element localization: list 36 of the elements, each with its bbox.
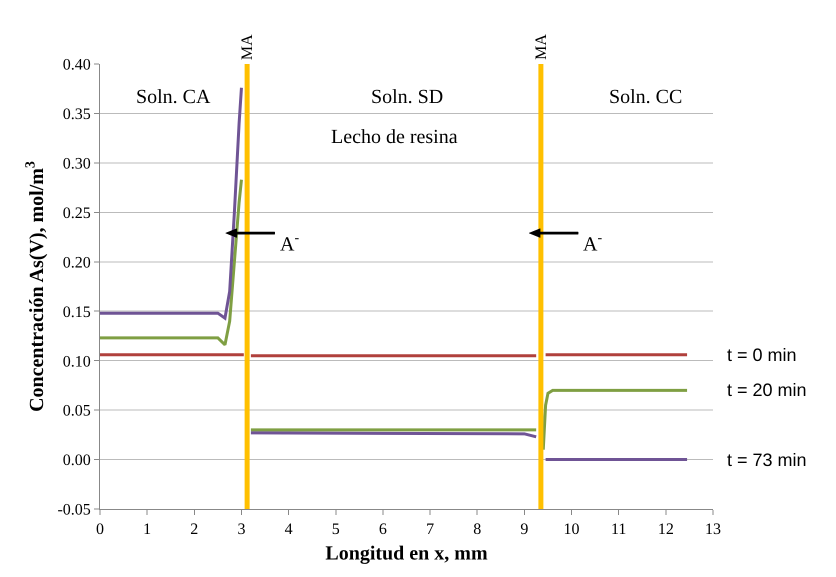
y-tick-label: 0.20 — [62, 254, 91, 272]
text: t = 73 min — [727, 450, 807, 470]
text: t = 0 min — [727, 345, 797, 365]
x-tick-label: 4 — [284, 521, 293, 538]
x-tick-label: 6 — [378, 521, 387, 538]
annotation: A$^{-}$ — [583, 231, 602, 256]
x-tick-label: 9 — [520, 521, 528, 538]
y-tick-label: 0.25 — [62, 204, 91, 222]
y-tick-label: 0.35 — [62, 106, 91, 124]
x-tick-label: 5 — [332, 521, 340, 538]
annotation: Lecho de resina — [331, 126, 458, 148]
x-tick-label: 0 — [96, 521, 104, 538]
y-tick-label: -0.05 — [57, 502, 91, 519]
y-tick-label: 0.00 — [62, 452, 91, 470]
x-tick-label: 2 — [190, 521, 198, 538]
x-tick-label: 7 — [426, 521, 434, 538]
x-tick-label: 1 — [143, 521, 152, 538]
x-axis-title: Longitud en x, mm — [325, 542, 488, 565]
annotation: Soln. SD — [371, 86, 444, 108]
y-tick-label: 0.40 — [62, 56, 91, 74]
annotation: A$^{-}$ — [280, 231, 300, 256]
x-tick-label: 12 — [658, 521, 674, 538]
ref-line-label: MA — [532, 34, 550, 60]
y-tick-label: 0.15 — [62, 304, 91, 321]
annotation: Soln. CC — [609, 86, 682, 108]
x-tick-label: 13 — [705, 521, 721, 538]
annotation: Soln. CA — [136, 86, 212, 108]
x-tick-label: 10 — [564, 521, 580, 538]
y-tick-label: 0.30 — [62, 155, 91, 172]
text: t = 20 min — [727, 380, 807, 400]
y-tick-label: 0.05 — [62, 402, 91, 420]
x-tick-label: 11 — [610, 521, 626, 538]
x-tick-label: 3 — [237, 521, 246, 538]
ref-line-label: MA — [239, 34, 256, 60]
x-tick-label: 8 — [473, 521, 482, 538]
y-tick-label: 0.10 — [62, 353, 91, 370]
